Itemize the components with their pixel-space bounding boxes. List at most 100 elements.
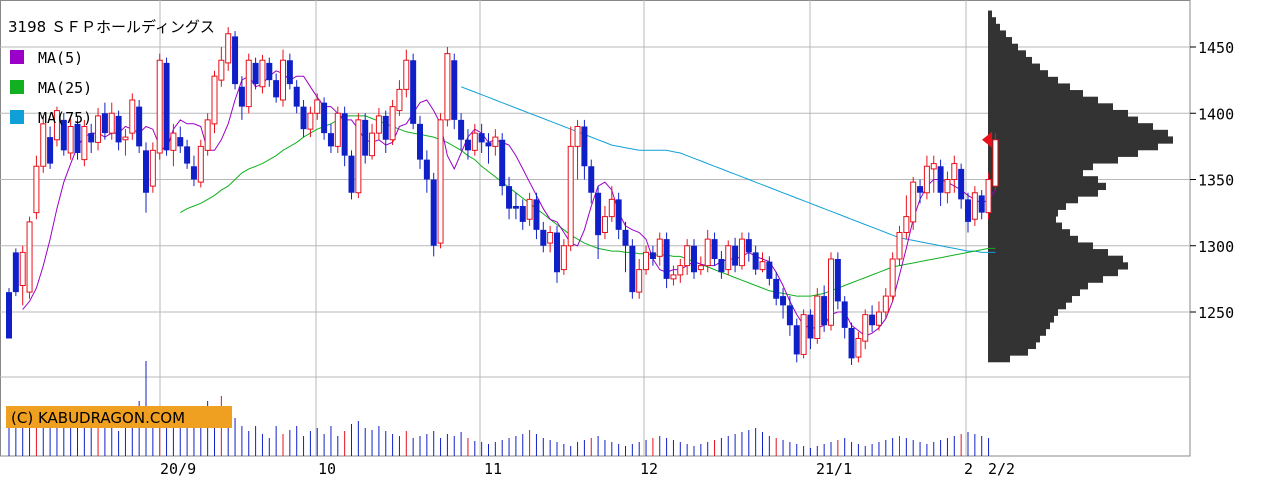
last-price-marker [982,131,992,148]
candle-body-up [636,269,643,293]
profile-bar [988,268,1118,277]
candle-body-down [341,113,348,156]
candle-body-up [828,258,834,326]
profile-bar [988,83,1070,91]
profile-bar [988,30,1006,38]
candle-body-down [184,146,191,164]
candle-body-down [101,113,108,134]
candle-body-up [670,274,677,280]
candle-body-up [492,136,499,147]
candle-body-up [814,295,821,340]
x-tick-label: 12 [640,460,658,478]
candle-body-up [67,126,74,154]
legend-label: MA(75) [38,109,92,127]
candle-body-down [780,296,787,306]
candle-body-up [334,112,341,147]
candle-body-down [554,232,560,273]
candle-body-down [177,137,184,147]
candle-body-down [841,301,848,328]
profile-bar [988,282,1088,290]
profile-bar [988,143,1158,151]
profile-bar [988,10,992,18]
ma25-line [180,115,996,297]
candle-body-up [855,338,862,358]
candle-body-up [369,132,376,157]
candle-body-up [95,115,102,143]
candle-body-up [889,258,896,297]
candle-body-up [437,119,444,244]
candle-body-down [622,229,629,246]
profile-bar [988,242,1093,250]
candle-body-down [766,261,773,279]
candle-body-down [47,137,54,164]
profile-bar [988,209,1058,217]
candle-body-up [656,238,663,257]
profile-bar [988,328,1046,336]
candle-body-up [896,232,903,260]
candle-body-up [19,251,26,286]
candle-body-up [992,139,999,187]
candle-body-down [232,36,239,85]
profile-bar [988,63,1040,71]
y-tick-label: 1250 [1198,304,1234,322]
candle-body-up [225,33,232,64]
profile-bar [988,348,1028,356]
copyright-background [6,406,232,428]
profile-bar [988,123,1153,131]
candle-body-down [293,86,300,107]
candle-body-down [786,305,793,326]
candle-body-down [60,119,67,151]
candle-body-down [629,245,636,293]
profile-bar [988,37,1012,45]
profile-bar [988,17,996,25]
candle-body-down [464,139,471,151]
candle-body-down [512,206,519,209]
profile-bar [988,70,1048,78]
candle-body-up [280,59,286,101]
x-tick-label: 20/9 [160,460,196,478]
candle-body-up [314,99,321,114]
legend-label: MA(5) [38,49,83,67]
candle-body-down [965,199,971,222]
candle-body-up [211,75,218,125]
legend-label: MA(25) [38,79,92,97]
profile-bar [988,56,1032,65]
profile-bar [988,189,1098,197]
candle-body-up [601,216,608,234]
candle-body-down [663,239,670,279]
legend-swatch [10,50,24,64]
y-tick-label: 1400 [1198,105,1234,123]
candle-body-down [807,314,814,339]
profile-bar [988,149,1138,157]
candle-body-up [910,181,917,223]
profile-bar [988,302,1066,310]
candle-body-down [163,62,170,151]
candle-body-up [108,112,115,134]
candle-body-up [677,265,684,276]
candle-body-down [300,106,307,130]
candle-body-up [882,295,889,313]
candle-body-down [423,159,430,180]
candle-body-up [985,179,992,214]
candle-body-down [869,314,876,326]
candle-body-up [307,112,314,130]
profile-bar [988,96,1098,104]
candle-body-down [238,86,245,107]
candle-body-down [718,259,725,273]
candle-body-up [574,126,581,147]
candle-body-down [478,133,485,143]
profile-bar [988,109,1128,118]
candle-body-down [581,126,588,167]
profile-bar [988,129,1168,138]
candle-body-up [923,165,930,194]
candle-body-down [252,62,259,85]
date-axis: 20/9 10 11 12 21/1 2 2/2 [160,460,1015,478]
profile-bar [988,43,1018,51]
x-tick-label: 2 [964,460,973,478]
candle-body-down [937,166,944,193]
y-tick-label: 1300 [1198,238,1234,256]
candle-body-up [389,106,396,141]
candle-body-up [149,149,156,187]
candle-body-down [834,259,841,302]
